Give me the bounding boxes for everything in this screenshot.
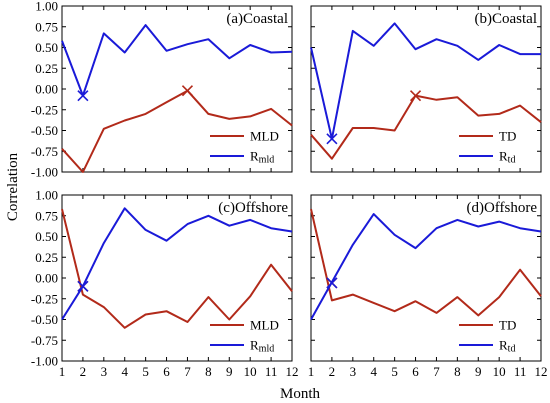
- chart-panel-3: -1.00 -0.75 -0.50 -0.25 0.00 0.25 0.50 0.75 1.00…: [31, 188, 299, 380]
- legend-entry-2: Rtd: [499, 338, 515, 355]
- x-tick-label: 10: [493, 364, 506, 379]
- series-line-1: [310, 94, 542, 160]
- panel-title: (b)Coastal: [475, 11, 537, 27]
- y-tick-label: -0.50: [31, 312, 58, 327]
- panel-title: (d)Offshore: [466, 200, 537, 216]
- x-axis-label: Month: [280, 386, 321, 402]
- series-line-1: [61, 89, 293, 173]
- x-tick-label: 3: [101, 364, 108, 379]
- y-tick-label: 0.00: [35, 82, 58, 97]
- legend-entry-1: TD: [499, 318, 516, 333]
- legend-entry-2: Rmld: [250, 149, 274, 166]
- series-line-1: [61, 208, 293, 329]
- series-line-2: [61, 24, 293, 97]
- x-tick-label: 7: [184, 364, 191, 379]
- series-marker-1: [181, 85, 194, 97]
- series-marker-2: [77, 90, 89, 102]
- y-tick-label: 0.75: [35, 19, 58, 34]
- y-tick-label: 0.25: [35, 250, 58, 265]
- x-tick-label: 3: [350, 364, 357, 379]
- plot-frame: [61, 194, 293, 362]
- y-tick-label: -1.00: [31, 165, 58, 180]
- series-marker-1: [409, 90, 422, 102]
- series-marker-2: [326, 133, 338, 145]
- x-tick-label: 5: [142, 364, 149, 379]
- y-tick-label: 0.25: [35, 61, 58, 76]
- x-tick-label: 12: [535, 364, 548, 379]
- plot-frame: [61, 5, 293, 173]
- chart-panel-1: -1.00 -0.75 -0.50 -0.25 0.00 0.25 0.50 0.75 1.00…: [31, 0, 293, 180]
- x-tick-label: 11: [265, 364, 278, 379]
- y-axis-label: Correlation: [5, 152, 21, 221]
- y-tick-label: -1.00: [31, 354, 58, 369]
- x-tick-label: 12: [286, 364, 299, 379]
- x-tick-label: 5: [391, 364, 398, 379]
- x-tick-label: 11: [514, 364, 527, 379]
- x-tick-label: 1: [308, 364, 315, 379]
- y-tick-label: 1.00: [35, 0, 58, 14]
- x-tick-label: 7: [433, 364, 440, 379]
- x-tick-label: 4: [121, 364, 128, 379]
- x-tick-label: 4: [370, 364, 377, 379]
- plot-frame: [310, 5, 542, 173]
- panel-title: (a)Coastal: [226, 11, 288, 27]
- x-tick-label: 6: [412, 364, 419, 379]
- legend-entry-2: Rtd: [499, 149, 515, 166]
- series-line-1: [310, 208, 542, 317]
- panel-title: (c)Offshore: [218, 200, 288, 216]
- series-line-2: [61, 207, 293, 321]
- series-marker-2: [326, 277, 338, 289]
- chart-panel-2: (b)Coastal TD Rtd: [310, 5, 542, 173]
- y-tick-label: 0.50: [35, 40, 58, 55]
- y-tick-label: -0.25: [31, 102, 58, 117]
- legend-entry-2: Rmld: [250, 338, 274, 355]
- x-tick-label: 9: [475, 364, 482, 379]
- legend-entry-1: TD: [499, 129, 516, 144]
- series-marker-2: [77, 280, 89, 292]
- x-tick-label: 10: [244, 364, 257, 379]
- y-tick-label: 0.75: [35, 208, 58, 223]
- x-tick-label: 9: [226, 364, 233, 379]
- legend-entry-1: MLD: [250, 129, 279, 144]
- x-tick-label: 8: [205, 364, 212, 379]
- x-tick-label: 1: [59, 364, 66, 379]
- legend-entry-1: MLD: [250, 318, 279, 333]
- y-tick-label: -0.75: [31, 333, 58, 348]
- y-tick-label: -0.75: [31, 144, 58, 159]
- y-tick-label: 0.00: [35, 271, 58, 286]
- x-tick-label: 8: [454, 364, 461, 379]
- chart-panels: -1.00 -0.75 -0.50 -0.25 0.00 0.25 0.50 0.75 1.00…: [31, 0, 548, 379]
- series-line-2: [310, 213, 542, 320]
- x-tick-label: 6: [163, 364, 170, 379]
- y-tick-label: -0.50: [31, 123, 58, 138]
- y-tick-label: 0.50: [35, 229, 58, 244]
- series-line-2: [310, 22, 541, 140]
- y-tick-label: 1.00: [35, 188, 58, 203]
- x-tick-label: 2: [80, 364, 87, 379]
- x-tick-label: 2: [329, 364, 336, 379]
- y-tick-label: -0.25: [31, 291, 58, 306]
- plot-frame: [310, 194, 542, 362]
